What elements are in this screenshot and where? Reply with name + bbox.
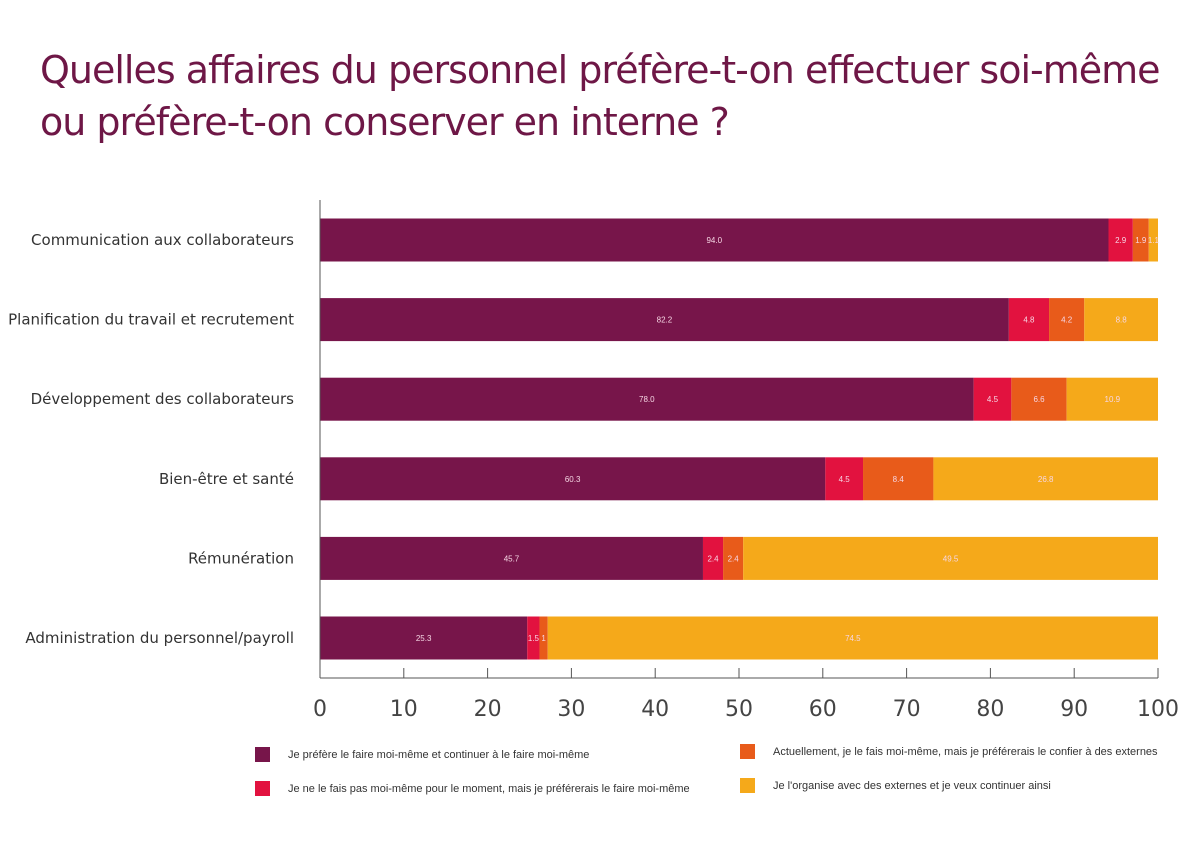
data-label: 1 [541,634,546,643]
legend-label: Actuellement, je le fais moi-même, mais … [773,745,1158,758]
bar-segment [702,536,724,580]
category-label: Communication aux collaborateurs [31,231,294,249]
x-tick-label: 80 [976,697,1004,722]
data-label: 2.4 [707,554,719,563]
data-label: 10.9 [1105,395,1121,404]
x-tick-label: 90 [1060,697,1088,722]
bar-segment [320,536,703,580]
data-label: 25.3 [416,634,432,643]
x-tick-label: 10 [390,697,418,722]
bar-segment [547,616,1158,660]
data-label: 74.5 [845,634,861,643]
data-label: 60.3 [565,475,581,484]
bar-segment [1084,298,1158,342]
bar-segment [743,536,1158,580]
bar-segment [1049,298,1085,342]
category-label: Bien-être et santé [159,470,294,488]
bar-segment [320,377,974,421]
x-tick-label: 0 [313,697,327,722]
data-label: 78.0 [639,395,655,404]
bar-segment [1066,377,1158,421]
data-label: 1.5 [528,634,540,643]
bar-segment [1148,218,1158,262]
x-tick-label: 30 [557,697,585,722]
legend-label: Je l'organise avec des externes et je ve… [773,779,1051,792]
data-label: 45.7 [504,554,520,563]
x-tick-label: 100 [1137,697,1179,722]
bar-segment [320,298,1009,342]
data-label: 4.2 [1061,316,1073,325]
x-tick-label: 40 [641,697,669,722]
legend-swatch [255,747,270,762]
legend-label: Je préfère le faire moi-même et continue… [288,748,590,761]
bar-segment [973,377,1012,421]
x-tick-label: 60 [809,697,837,722]
category-label: Développement des collaborateurs [31,390,295,408]
bar-segment [320,616,528,660]
data-label: 8.4 [893,475,905,484]
data-label: 82.2 [657,316,673,325]
legend-item: Je préfère le faire moi-même et continue… [255,747,589,762]
bar-segment [863,457,934,501]
legend-swatch [740,744,755,759]
bar-segment [1008,298,1050,342]
legend-item: Je ne le fais pas moi-même pour le momen… [255,781,690,796]
data-label: 26.8 [1038,475,1054,484]
data-label: 4.5 [987,395,999,404]
bar-segment [1108,218,1133,262]
bar-segment [723,536,744,580]
bar-segment [825,457,864,501]
data-label: 94.0 [706,236,722,245]
legend-label: Je ne le fais pas moi-même pour le momen… [288,782,690,795]
legend-swatch [740,778,755,793]
category-label: Administration du personnel/payroll [25,629,294,647]
x-tick-label: 20 [474,697,502,722]
x-tick-label: 70 [893,697,921,722]
data-label: 1.1 [1148,236,1160,245]
bar-segment [1132,218,1149,262]
legend-item: Je l'organise avec des externes et je ve… [740,778,1051,793]
data-label: 8.8 [1116,316,1128,325]
data-label: 1.9 [1135,236,1147,245]
bar-segment [527,616,540,660]
x-tick-label: 50 [725,697,753,722]
category-label: Planification du travail et recrutement [8,311,294,329]
legend-swatch [255,781,270,796]
category-label: Rémunération [188,549,294,567]
legend-item: Actuellement, je le fais moi-même, mais … [740,744,1158,759]
data-label: 6.6 [1033,395,1045,404]
data-label: 4.5 [839,475,851,484]
bar-segment [933,457,1158,501]
data-label: 4.8 [1023,316,1035,325]
bar-segment [320,457,826,501]
data-label: 2.4 [728,554,740,563]
bar-segment [320,218,1109,262]
bar-segment [1011,377,1067,421]
data-label: 49.5 [943,554,959,563]
data-label: 2.9 [1115,236,1127,245]
bar-segment [539,616,548,660]
chart-title: Quelles affaires du personnel préfère-t-… [40,48,1161,144]
